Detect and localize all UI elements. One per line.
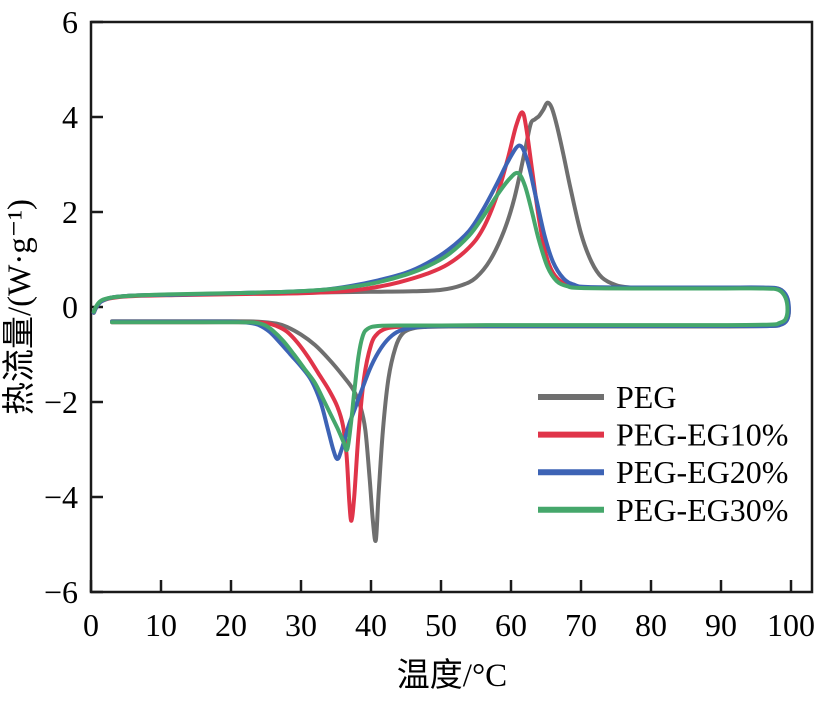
x-tick-label: 80: [635, 607, 667, 643]
y-tick-label: −2: [44, 384, 78, 420]
x-tick-label: 70: [565, 607, 597, 643]
curve-series: [91, 100, 791, 543]
x-tick-label: 60: [495, 607, 527, 643]
x-tick-label: 10: [145, 607, 177, 643]
x-axis-title: 温度/°C: [397, 657, 507, 694]
y-tick-label: −4: [44, 479, 78, 515]
x-tick-label: 0: [83, 607, 99, 643]
series-curve-PEG-EG30%: [91, 170, 790, 453]
legend-label-PEG-EG30%: PEG-EG30%: [616, 492, 788, 528]
x-tick-label: 20: [215, 607, 247, 643]
x-tick-label: 30: [285, 607, 317, 643]
x-tick-label: 100: [767, 607, 815, 643]
legend-label-PEG-EG20%: PEG-EG20%: [616, 454, 788, 490]
y-axis-title: 热流量/(W·g⁻¹): [1, 199, 38, 415]
y-tick-label: 2: [62, 194, 78, 230]
legend-label-PEG-EG10%: PEG-EG10%: [616, 417, 788, 453]
axis-ticks: 0 10 20 30 40 50 60 70 80 90 100 −6 −4 −2 0 2 4 6: [44, 4, 815, 643]
y-tick-label: 0: [62, 289, 78, 325]
series-curve-PEG-EG20%: [91, 143, 791, 461]
y-tick-label: 6: [62, 4, 78, 40]
x-tick-label: 50: [425, 607, 457, 643]
y-tick-label: −6: [44, 574, 78, 610]
y-tick-label: 4: [62, 99, 78, 135]
x-tick-label: 90: [705, 607, 737, 643]
x-tick-label: 40: [355, 607, 387, 643]
legend-label-PEG: PEG: [616, 379, 676, 415]
